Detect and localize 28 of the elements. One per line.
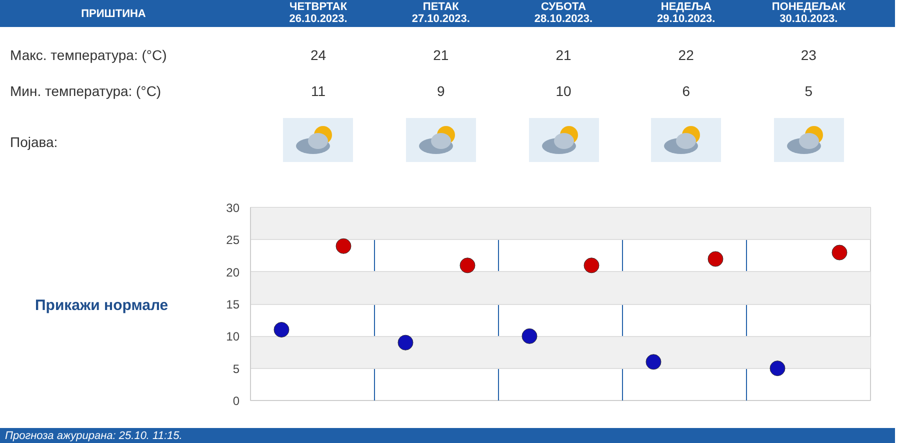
data-label: 21 — [554, 46, 572, 65]
data-label: 6 — [681, 82, 691, 101]
data-label: 23 — [800, 46, 818, 65]
data-label: 10 — [554, 82, 572, 101]
y-tick-label: 10 — [226, 330, 240, 344]
text: Прикажи нормале — [34, 296, 168, 316]
y-tick-label: 0 — [232, 394, 240, 408]
text: Мин. температура: (°C) — [10, 82, 162, 101]
text: Појава: — [10, 133, 58, 152]
data-label: 21 — [432, 46, 450, 65]
y-tick-label: 15 — [226, 298, 240, 312]
data-label: 24 — [310, 46, 328, 65]
text: Макс. температура: (°C) — [10, 46, 167, 65]
text: ПОНЕДЕЉАК 30.10.2023. — [770, 1, 846, 25]
y-tick-label: 5 — [232, 362, 240, 376]
data-label: 11 — [310, 82, 327, 101]
text: ПРИШТИНА — [80, 7, 147, 22]
data-label: 22 — [677, 46, 695, 65]
text: ПЕТАК 27.10.2023. — [410, 1, 471, 25]
text: СУБОТА 28.10.2023. — [533, 1, 594, 25]
text: Прогноза ажурирана: 25.10. 11:15. — [0, 428, 895, 443]
y-tick-label: 25 — [226, 233, 240, 248]
y-tick-label: 30 — [226, 201, 240, 215]
y-tick-label: 20 — [226, 265, 240, 280]
text: ЧЕТВРТАК 26.10.2023. — [288, 1, 348, 25]
data-label: 9 — [436, 82, 446, 101]
text: НЕДЕЉА 29.10.2023. — [656, 1, 716, 25]
data-label: 5 — [804, 82, 814, 101]
